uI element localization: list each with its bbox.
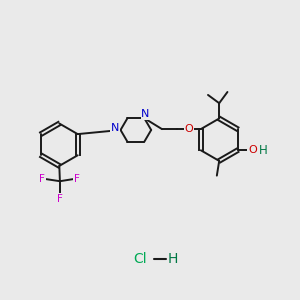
Text: N: N — [111, 123, 119, 133]
Text: F: F — [74, 174, 80, 184]
Text: H: H — [259, 144, 267, 157]
Text: Cl: Cl — [133, 252, 146, 266]
Text: O: O — [184, 124, 193, 134]
Text: N: N — [141, 109, 150, 119]
Text: F: F — [57, 194, 63, 204]
Text: O: O — [248, 145, 257, 155]
Text: H: H — [168, 252, 178, 266]
Text: F: F — [39, 174, 45, 184]
